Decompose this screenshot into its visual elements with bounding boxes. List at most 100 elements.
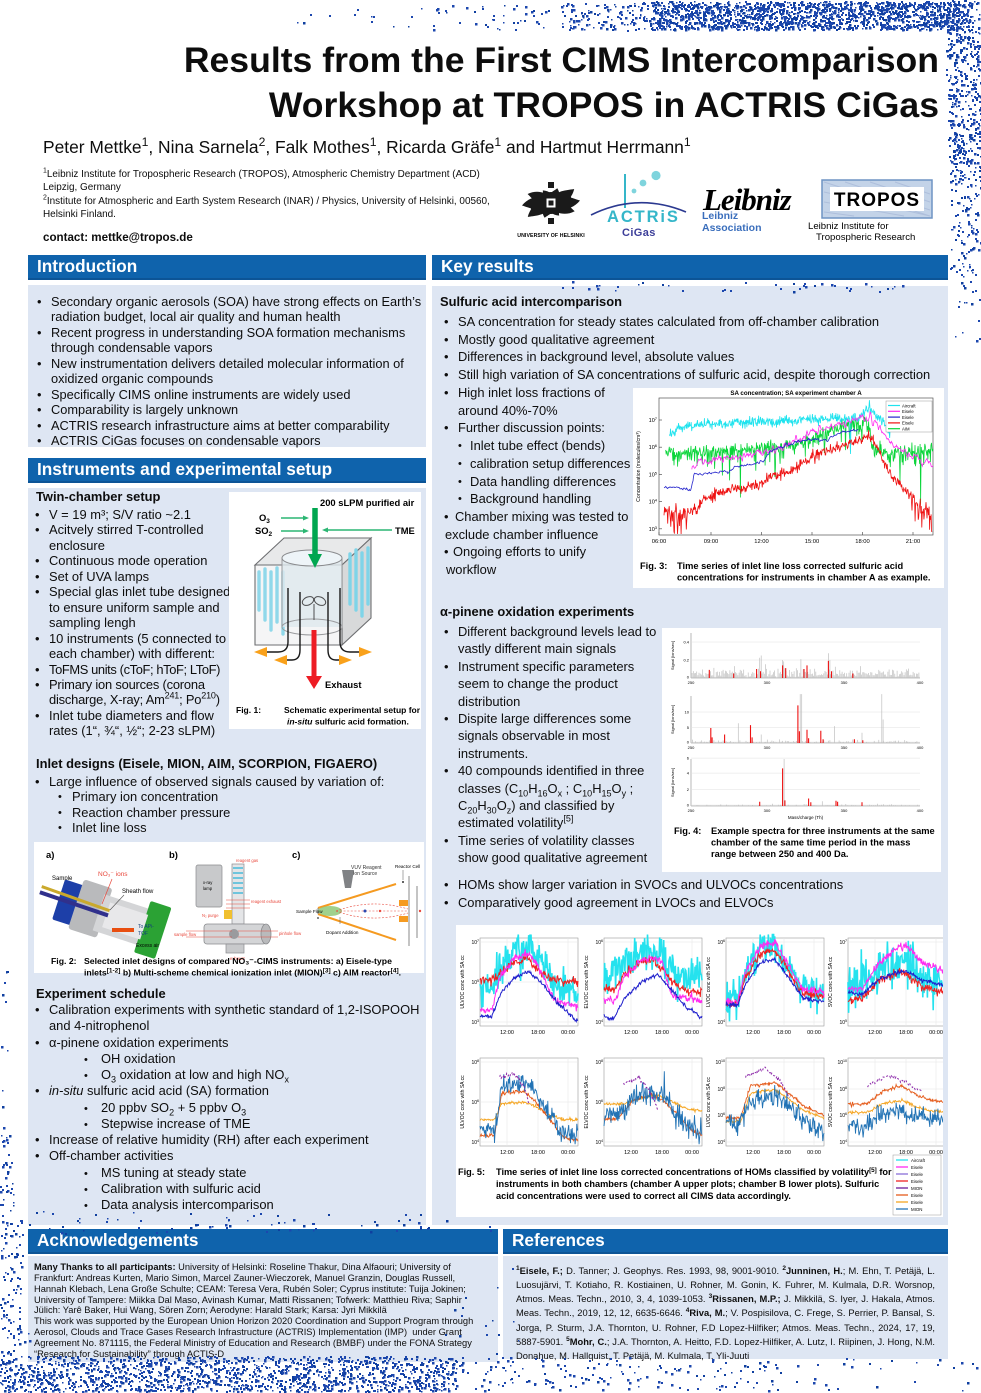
svg-text:Signal [ions/sec]: Signal [ions/sec]: [670, 641, 675, 670]
svg-text:TROPOS: TROPOS: [834, 190, 920, 211]
svg-text:UNIVERSITY OF HELSINKI: UNIVERSITY OF HELSINKI: [517, 233, 585, 239]
svg-text:concentrations for instruments: concentrations for instruments in chambe…: [677, 573, 931, 583]
svg-text:acid concentrations were used: acid concentrations were used to correct…: [496, 1191, 791, 1201]
svg-text:107: 107: [839, 939, 847, 946]
svg-text:5: 5: [687, 725, 690, 730]
svg-text:12:00: 12:00: [746, 1150, 760, 1156]
svg-text:Sample Flow: Sample Flow: [296, 909, 323, 914]
svg-text:ULVOC conc with SA cc: ULVOC conc with SA cc: [460, 1075, 466, 1129]
svg-text:SVOC conc with SA cc: SVOC conc with SA cc: [828, 956, 834, 1007]
svg-text:Time series of inlet line loss: Time series of inlet line loss corrected…: [496, 1167, 892, 1177]
svg-text:106: 106: [649, 443, 658, 451]
svg-text:18:00: 18:00: [855, 539, 870, 545]
svg-text:Signal [ions/sec]: Signal [ions/sec]: [670, 768, 675, 797]
svg-text:250: 250: [688, 680, 695, 685]
svg-text:SA concentration; SA experimen: SA concentration; SA experiment chamber …: [730, 390, 862, 397]
svg-text:Aircraft: Aircraft: [902, 403, 916, 408]
svg-text:MION: MION: [911, 1207, 922, 1212]
svg-text:Eisele: Eisele: [911, 1179, 924, 1184]
svg-text:15:00: 15:00: [805, 539, 820, 545]
svg-text:2: 2: [687, 787, 690, 792]
svg-text:108: 108: [471, 1059, 479, 1066]
svg-text:104: 104: [595, 1019, 603, 1026]
svg-text:Association: Association: [702, 222, 762, 234]
svg-text:Dopant Addition: Dopant Addition: [326, 930, 359, 935]
svg-text:18:00: 18:00: [777, 1150, 791, 1156]
svg-text:300: 300: [764, 808, 771, 813]
svg-text:instruments in both chambers (: instruments in both chambers (chamber A …: [496, 1179, 879, 1189]
svg-text:104: 104: [839, 1139, 847, 1146]
svg-text:103: 103: [471, 1019, 479, 1026]
svg-text:Example spectra for three inst: Example spectra for three instruments at…: [711, 826, 935, 836]
svg-text:104: 104: [717, 1019, 725, 1026]
svg-text:Eisele: Eisele: [911, 1200, 924, 1205]
svg-text:104: 104: [649, 498, 658, 506]
svg-text:MION: MION: [911, 1186, 922, 1191]
svg-text:Fig. 2:: Fig. 2:: [51, 956, 77, 966]
svg-text:ACTRiS: ACTRiS: [607, 208, 680, 226]
svg-text:400: 400: [917, 680, 924, 685]
svg-text:18:00: 18:00: [655, 1150, 669, 1156]
svg-text:Fig. 1:: Fig. 1:: [236, 705, 261, 715]
svg-text:105: 105: [471, 979, 479, 986]
svg-text:in-situ sulfuric acid formatio: in-situ sulfuric acid formation.: [287, 717, 409, 727]
svg-text:Schematic experimental setup f: Schematic experimental setup for: [284, 705, 421, 715]
svg-text:N₂ purge: N₂ purge: [202, 913, 219, 918]
svg-text:Leibniz: Leibniz: [702, 210, 738, 222]
svg-text:12:00: 12:00: [868, 1030, 882, 1036]
svg-text:106: 106: [717, 939, 725, 946]
svg-text:1010: 1010: [837, 1059, 847, 1066]
svg-text:Mass/charge (Th): Mass/charge (Th): [788, 815, 824, 820]
svg-text:18:00: 18:00: [531, 1150, 545, 1156]
svg-text:ELVOC conc with SA cc: ELVOC conc with SA cc: [584, 1075, 590, 1128]
svg-text:21:00: 21:00: [906, 539, 921, 545]
svg-text:Excess air: Excess air: [136, 943, 159, 949]
svg-text:108: 108: [839, 1086, 847, 1093]
svg-text:12:00: 12:00: [500, 1150, 514, 1156]
svg-text:c): c): [292, 850, 300, 861]
svg-text:00:00: 00:00: [561, 1150, 575, 1156]
svg-text:range between 250 and 400 Da.: range between 250 and 400 Da.: [711, 849, 848, 859]
svg-text:00:00: 00:00: [685, 1150, 699, 1156]
svg-text:TME: TME: [395, 525, 415, 536]
svg-text:350: 350: [841, 745, 848, 750]
svg-text:0.4: 0.4: [683, 640, 689, 645]
svg-text:107: 107: [649, 416, 658, 424]
svg-text:TOF: TOF: [138, 931, 148, 937]
svg-text:250: 250: [688, 745, 695, 750]
svg-text:104: 104: [717, 1139, 725, 1146]
svg-text:108: 108: [595, 1059, 603, 1066]
svg-text:400: 400: [917, 745, 924, 750]
svg-text:12:00: 12:00: [868, 1150, 882, 1156]
svg-text:350: 350: [841, 680, 848, 685]
svg-text:105: 105: [839, 1019, 847, 1026]
svg-text:LVOC conc with SA cc: LVOC conc with SA cc: [706, 1077, 712, 1127]
svg-text:reagent exhaust: reagent exhaust: [251, 899, 282, 904]
svg-text:00:00: 00:00: [561, 1030, 575, 1036]
svg-text:Signal [ions/sec]: Signal [ions/sec]: [670, 705, 675, 734]
svg-text:ELVOC conc with SA cc: ELVOC conc with SA cc: [584, 955, 590, 1008]
svg-text:Leibniz Institute for: Leibniz Institute for: [808, 221, 889, 232]
svg-text:Exhaust: Exhaust: [325, 679, 361, 690]
svg-text:00:00: 00:00: [807, 1030, 821, 1036]
svg-text:18:00: 18:00: [655, 1030, 669, 1036]
svg-text:00:00: 00:00: [807, 1150, 821, 1156]
svg-text:10: 10: [685, 710, 690, 715]
svg-text:SO2: SO2: [255, 525, 273, 538]
svg-text:AIM: AIM: [902, 427, 910, 432]
svg-text:200 sLPM purified air: 200 sLPM purified air: [320, 497, 415, 508]
svg-text:12:00: 12:00: [500, 1030, 514, 1036]
svg-text:LVOC conc with SA cc: LVOC conc with SA cc: [706, 957, 712, 1007]
svg-text:Time series of inlet line loss: Time series of inlet line loss corrected…: [677, 561, 903, 571]
svg-text:Fig. 4:: Fig. 4:: [674, 826, 701, 836]
svg-text:O3: O3: [259, 512, 270, 525]
svg-text:18:00: 18:00: [777, 1030, 791, 1036]
svg-text:Fig. 3:: Fig. 3:: [640, 561, 667, 571]
svg-text:09:00: 09:00: [704, 539, 719, 545]
svg-text:Concentration (molecules/cm³): Concentration (molecules/cm³): [636, 431, 642, 502]
svg-text:12:00: 12:00: [624, 1150, 638, 1156]
svg-text:Sheath flow: Sheath flow: [122, 889, 154, 895]
svg-text:0: 0: [687, 675, 690, 680]
svg-text:400: 400: [917, 808, 924, 813]
svg-text:SVOC conc with SA cc: SVOC conc with SA cc: [828, 1076, 834, 1127]
